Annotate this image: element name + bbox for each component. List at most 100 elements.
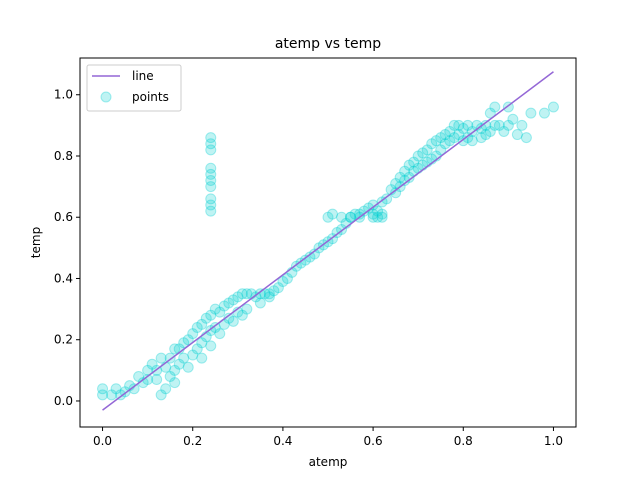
data-point	[155, 352, 167, 364]
data-point	[448, 119, 460, 131]
data-point	[403, 159, 415, 171]
data-point	[444, 125, 456, 137]
data-point	[277, 276, 289, 288]
data-point	[178, 352, 190, 364]
data-point	[151, 374, 163, 386]
data-point	[205, 138, 217, 150]
data-point	[421, 144, 433, 156]
data-point	[196, 352, 208, 364]
legend-line-label: line	[132, 69, 154, 83]
data-point	[263, 291, 275, 303]
data-point	[304, 251, 316, 263]
data-point	[227, 294, 239, 306]
data-point	[475, 122, 487, 134]
data-point	[525, 107, 537, 119]
chart-title: atemp vs temp	[275, 36, 381, 52]
y-tick-label: 0.4	[54, 271, 73, 285]
data-point	[502, 119, 514, 131]
data-point	[164, 370, 176, 382]
fit-line	[102, 71, 554, 411]
data-point	[97, 383, 109, 395]
data-point	[520, 132, 532, 144]
data-point	[146, 358, 158, 370]
data-point	[187, 349, 199, 361]
data-point	[349, 208, 361, 220]
data-point	[457, 122, 469, 134]
data-point	[299, 254, 311, 266]
data-point	[381, 193, 393, 205]
data-point	[205, 193, 217, 205]
plot-area	[97, 71, 559, 411]
tick-layer: 0.0 0.2 0.4 0.6 0.8 1.0 0.0 0.2 0.4 0.6 0.8 1.0	[54, 88, 563, 448]
data-point	[439, 129, 451, 141]
data-point	[106, 389, 118, 401]
data-point	[209, 303, 221, 315]
x-tick-label: 1.0	[544, 434, 563, 448]
data-point	[498, 125, 510, 137]
x-axis-label: atemp	[309, 455, 348, 469]
data-point	[466, 135, 478, 147]
data-point	[507, 113, 519, 125]
data-point	[462, 119, 474, 131]
data-point	[272, 282, 284, 294]
data-point	[336, 211, 348, 223]
data-point	[205, 174, 217, 186]
data-point	[205, 132, 217, 144]
data-point	[196, 318, 208, 330]
data-point	[367, 199, 379, 211]
data-point	[376, 211, 388, 223]
x-tick-label: 0.8	[454, 434, 473, 448]
data-point	[367, 211, 379, 223]
data-point	[191, 321, 203, 333]
y-tick-label: 0.2	[54, 333, 73, 347]
data-point	[453, 119, 465, 131]
data-point	[372, 205, 384, 217]
data-point	[367, 208, 379, 220]
data-point	[331, 227, 343, 239]
data-point	[489, 101, 501, 113]
data-point	[205, 205, 217, 217]
legend-points-swatch	[100, 91, 112, 103]
y-axis-label: temp	[29, 227, 43, 258]
data-point	[232, 291, 244, 303]
data-point	[403, 171, 415, 183]
data-point	[97, 389, 109, 401]
data-point	[268, 285, 280, 297]
data-point	[205, 181, 217, 193]
data-point	[263, 288, 275, 300]
data-point	[205, 325, 217, 337]
data-point	[327, 208, 339, 220]
data-point	[205, 168, 217, 180]
data-point	[205, 144, 217, 156]
data-point	[254, 297, 266, 309]
data-point	[178, 337, 190, 349]
y-tick-label: 0.8	[54, 149, 73, 163]
data-point	[160, 361, 172, 373]
data-point	[205, 340, 217, 352]
data-point	[236, 309, 248, 321]
data-point	[214, 328, 226, 340]
data-point	[173, 358, 185, 370]
data-point	[493, 119, 505, 131]
data-point	[376, 196, 388, 208]
data-point	[444, 135, 456, 147]
data-point	[480, 129, 492, 141]
data-point	[142, 364, 154, 376]
data-point	[110, 383, 122, 395]
y-tick-label: 1.0	[54, 88, 73, 102]
x-tick-label: 0.2	[183, 434, 202, 448]
data-point	[241, 288, 253, 300]
data-point	[484, 125, 496, 137]
data-point	[182, 334, 194, 346]
data-point	[250, 291, 262, 303]
data-point	[295, 257, 307, 269]
data-point	[281, 272, 293, 284]
data-point	[390, 178, 402, 190]
legend-points-label: points	[132, 90, 169, 104]
data-point	[516, 119, 528, 131]
data-point	[169, 364, 181, 376]
x-tick-label: 0.0	[93, 434, 112, 448]
y-tick-label: 0.0	[54, 394, 73, 408]
data-point	[448, 132, 460, 144]
data-point	[489, 119, 501, 131]
